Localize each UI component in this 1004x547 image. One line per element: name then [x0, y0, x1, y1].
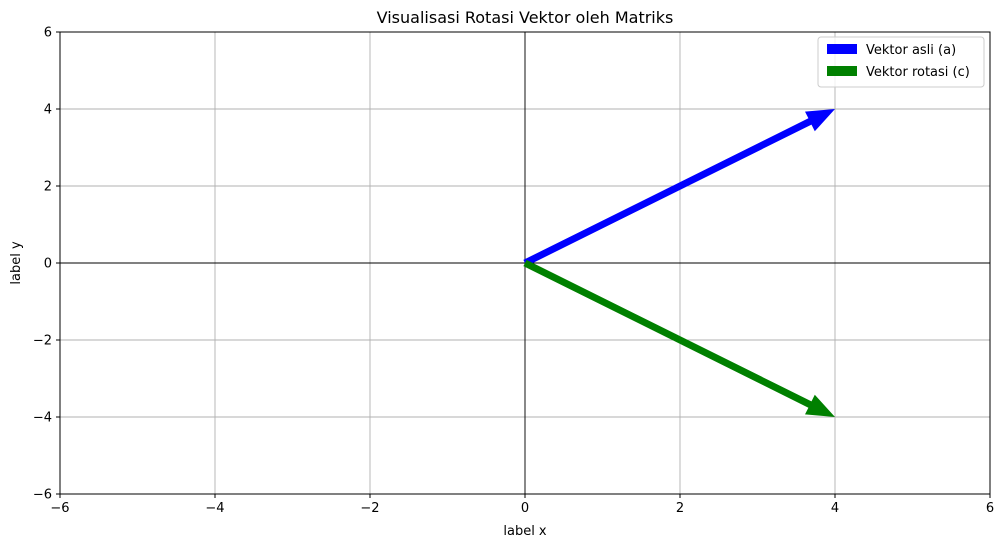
vector-arrow-0	[523, 109, 835, 267]
y-tick-label: −2	[33, 334, 52, 349]
chart-title: Visualisasi Rotasi Vektor oleh Matriks	[377, 8, 674, 27]
legend-box	[817, 36, 985, 88]
x-tick-label: 0	[521, 501, 529, 516]
x-tick-label: 6	[986, 501, 994, 516]
x-tick-label: 2	[676, 501, 684, 516]
legend-label-1: Vektor rotasi (c)	[866, 65, 970, 80]
y-tick-label: 4	[44, 103, 52, 118]
legend: Vektor asli (a) Vektor rotasi (c)	[817, 36, 985, 88]
x-tick-label: −2	[360, 501, 379, 516]
vectors	[523, 109, 835, 417]
y-tick-label: 2	[44, 180, 52, 195]
legend-swatch-0	[827, 44, 857, 54]
vector-arrow-1	[523, 259, 835, 417]
y-tick-label: 0	[44, 257, 52, 272]
x-ticks: −6 −4 −2 0 2 4 6	[50, 494, 994, 516]
x-axis-label: label x	[503, 524, 547, 539]
x-tick-label: 4	[831, 501, 839, 516]
x-tick-label: −4	[205, 501, 224, 516]
y-tick-label: −4	[33, 411, 52, 426]
x-tick-label: −6	[50, 501, 69, 516]
y-ticks: −6 −4 −2 0 2 4 6	[33, 26, 60, 503]
y-tick-label: −6	[33, 488, 52, 503]
legend-label-0: Vektor asli (a)	[866, 43, 956, 58]
legend-swatch-1	[827, 66, 857, 76]
y-tick-label: 6	[44, 26, 52, 41]
y-axis-label: label y	[9, 241, 24, 285]
